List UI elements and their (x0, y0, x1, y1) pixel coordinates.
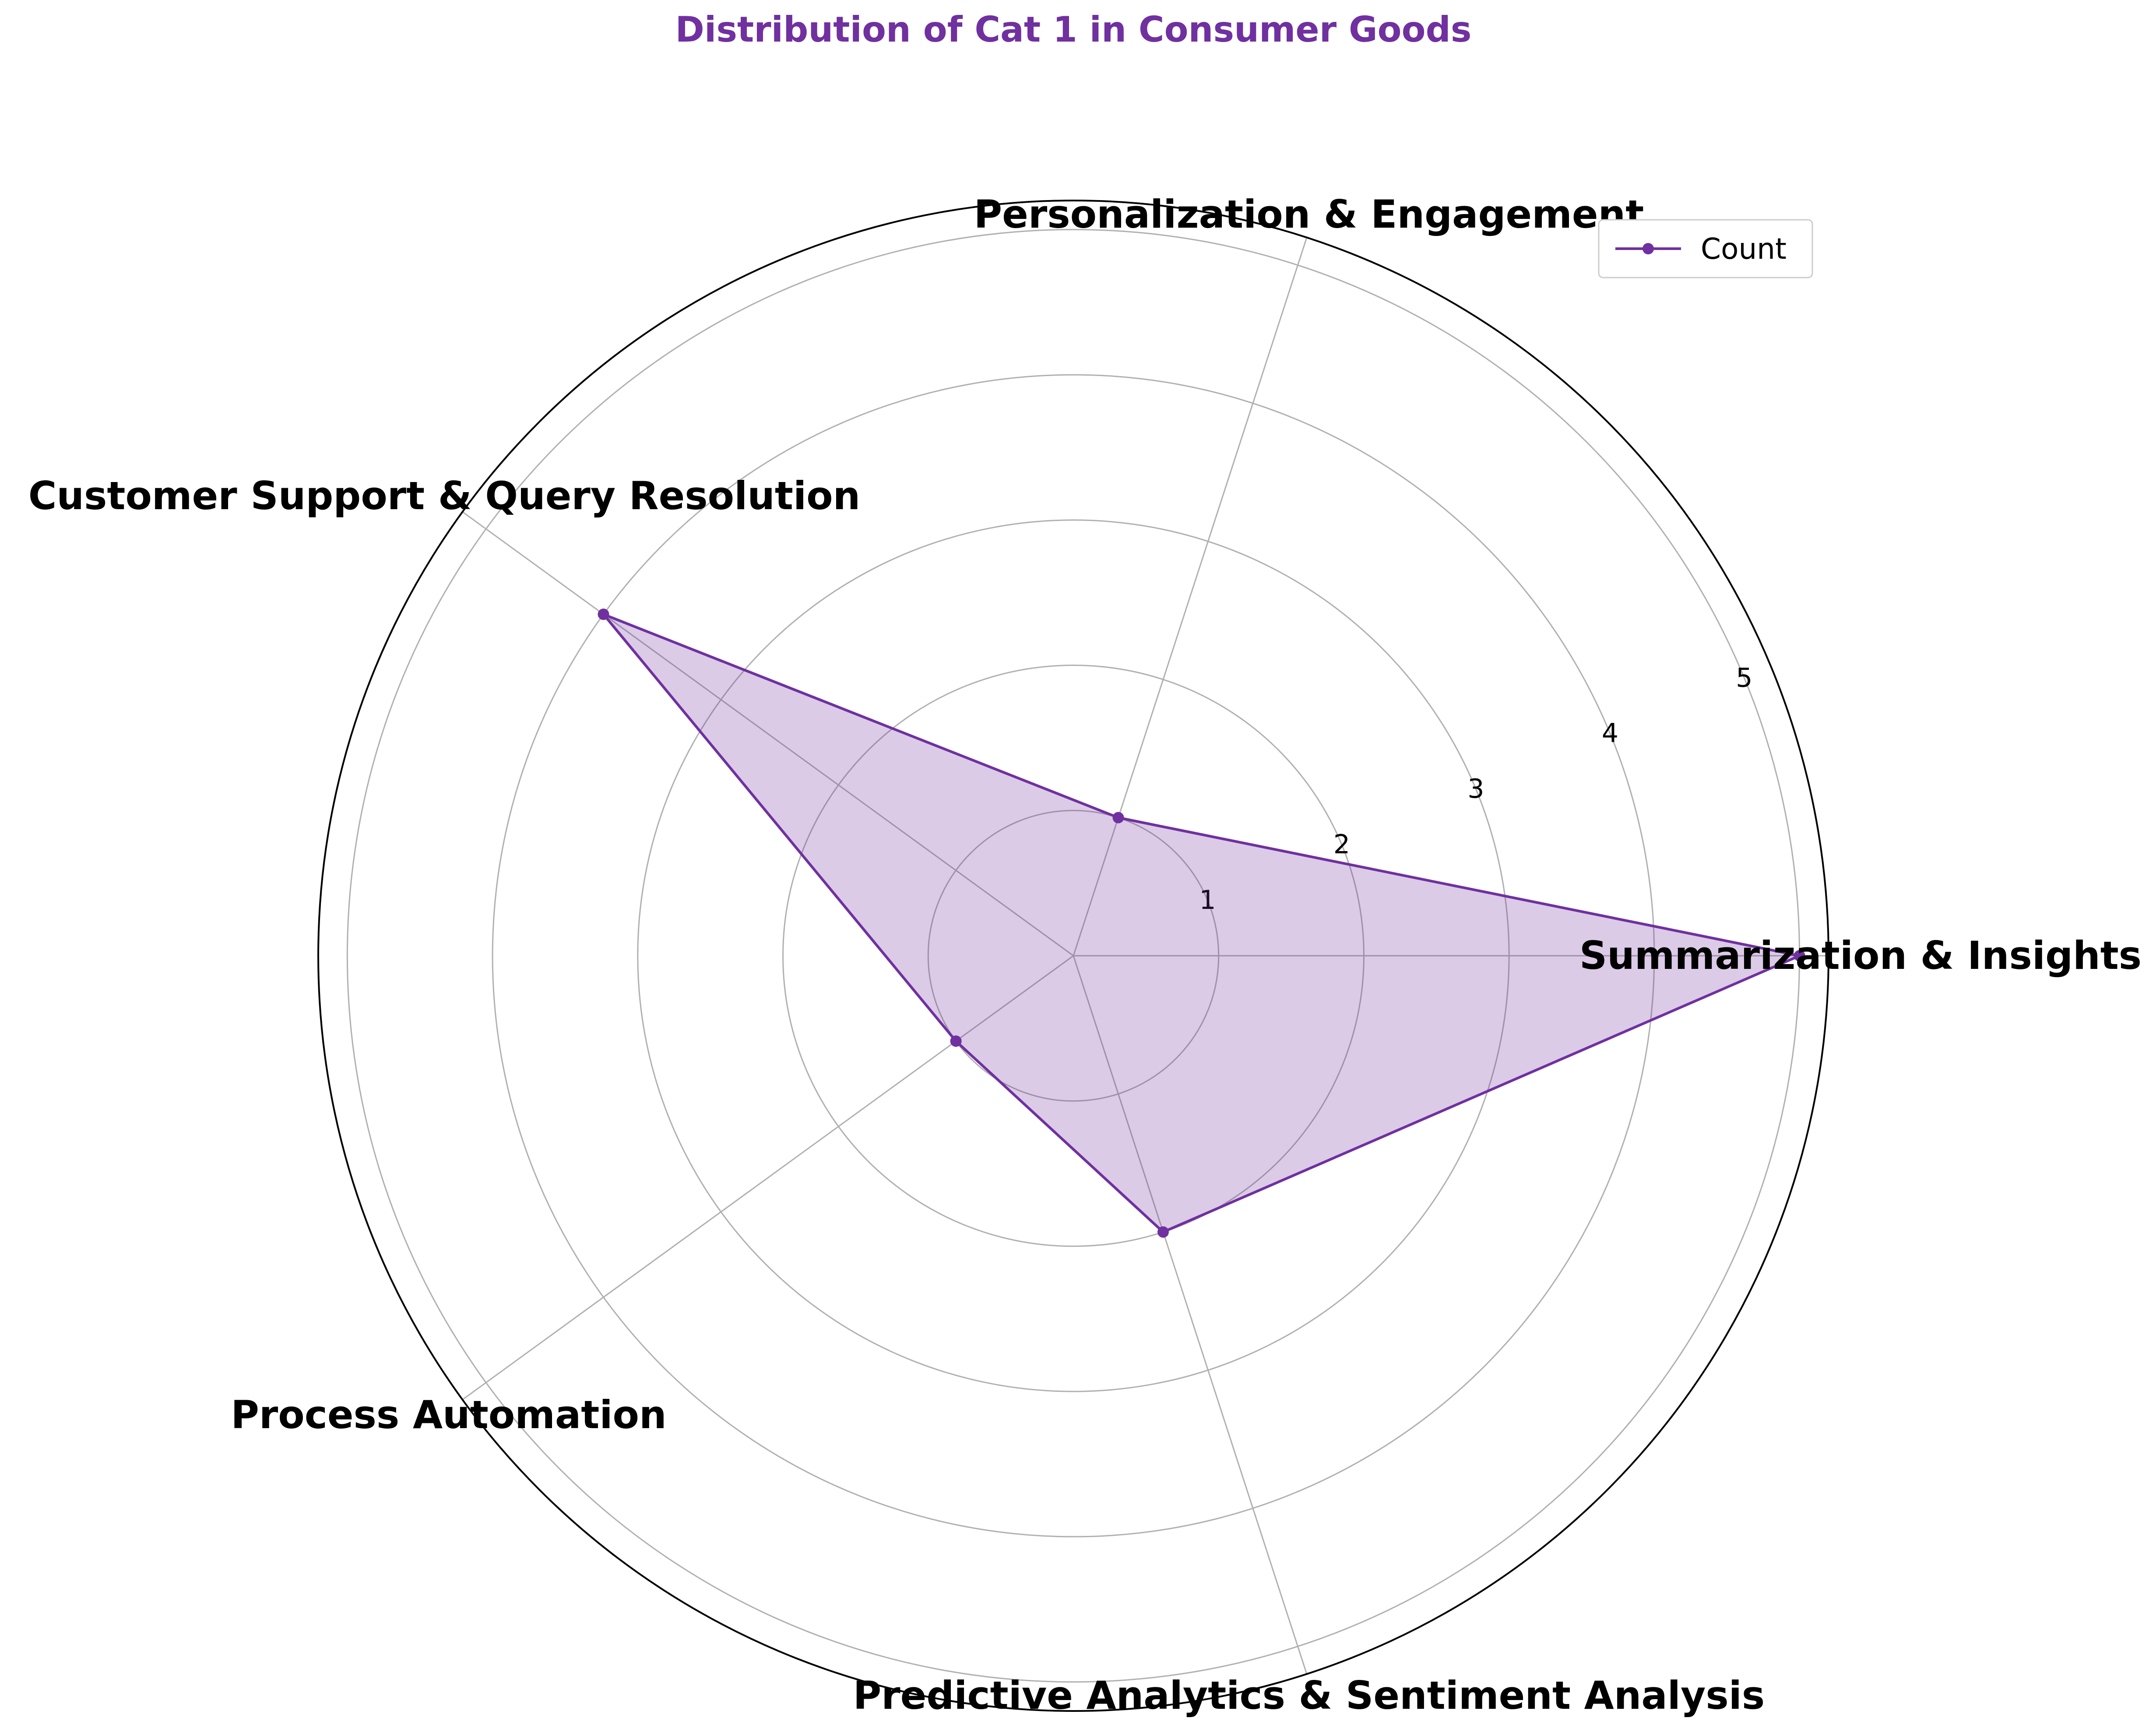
chart-title: Distribution of Cat 1 in Consumer Goods (675, 9, 1472, 50)
grid-spoke-5 (1073, 955, 1308, 1675)
data-layer (598, 609, 1805, 1238)
series-line (602, 613, 1801, 1233)
legend-label: Count (1701, 232, 1787, 266)
legend: Count (1598, 219, 1813, 278)
category-label-2: Personalization & Engagement (974, 192, 1644, 237)
legend-box (1598, 219, 1813, 278)
r-tick-label-4: 4 (1602, 718, 1618, 749)
legend-marker-swatch (1642, 243, 1654, 254)
grid-spoke-3 (462, 511, 1074, 957)
r-tick-label-3: 3 (1467, 774, 1484, 804)
r-tick-label-2: 2 (1333, 829, 1350, 860)
data-point-1 (1794, 950, 1805, 961)
label-layer: Summarization & Insights Personalization … (28, 192, 2142, 1718)
data-point-4 (950, 1035, 962, 1047)
grid-layer: 1 2 3 4 5 (317, 200, 1829, 1712)
category-label-4: Process Automation (231, 1392, 666, 1437)
r-tick-label-5: 5 (1736, 662, 1752, 693)
category-label-5: Predictive Analytics & Sentiment Analysi… (853, 1673, 1765, 1718)
grid-spoke-2 (1073, 237, 1308, 956)
category-label-1: Summarization & Insights (1579, 933, 2142, 978)
outer-frame (317, 200, 1829, 1712)
r-tick-label-1: 1 (1199, 885, 1216, 915)
grid-spoke-4 (462, 955, 1074, 1401)
data-point-5 (1157, 1226, 1169, 1238)
series-fill-area (603, 614, 1800, 1232)
data-point-3 (598, 609, 609, 620)
category-label-3: Customer Support & Query Resolution (28, 473, 860, 518)
data-point-2 (1112, 812, 1124, 824)
